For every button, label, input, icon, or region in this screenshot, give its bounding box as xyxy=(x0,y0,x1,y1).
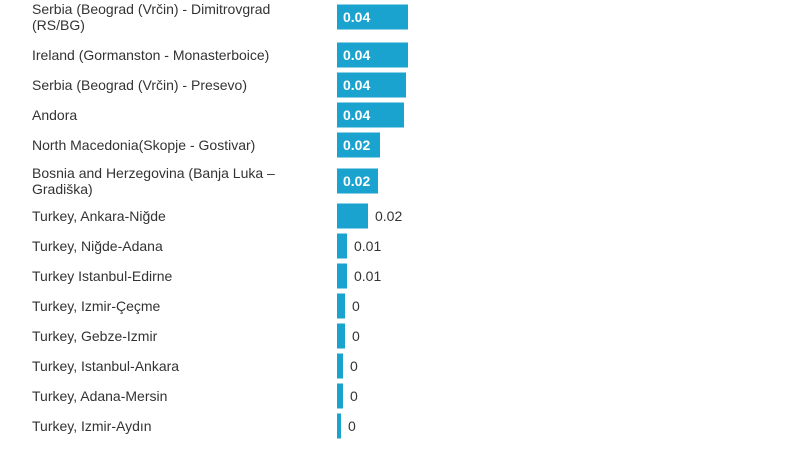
data-label: 0 xyxy=(352,328,360,344)
bar[interactable] xyxy=(337,383,343,409)
category-label: Turkey, Istanbul-Ankara xyxy=(32,358,180,374)
bar[interactable] xyxy=(337,353,343,379)
data-label: 0 xyxy=(350,388,358,404)
category-label: Andora xyxy=(32,107,78,123)
category-label: Serbia (Beograd (Vrčin) - Presevo) xyxy=(32,77,248,93)
category-label: Ireland (Gormanston - Monasterboice) xyxy=(32,47,270,63)
category-label: Turkey, Niğde-Adana xyxy=(32,238,163,254)
category-label: Serbia (Beograd (Vrčin) - Dimitrovgrad (… xyxy=(32,1,271,33)
bar[interactable] xyxy=(337,293,345,319)
bar[interactable] xyxy=(337,42,408,68)
data-label: 0.02 xyxy=(343,173,371,189)
bar[interactable] xyxy=(337,72,406,98)
category-label: Bosnia and Herzegovina (Banja Luka – Gra… xyxy=(32,165,275,197)
category-label: Turkey, Adana-Mersin xyxy=(32,388,168,404)
data-label: 0 xyxy=(352,298,360,314)
bar[interactable] xyxy=(337,4,408,30)
category-label: Turkey, Ankara-Niğde xyxy=(32,208,166,224)
data-label: 0 xyxy=(350,358,358,374)
bar[interactable] xyxy=(337,102,404,128)
data-label: 0.02 xyxy=(343,137,371,153)
bar[interactable] xyxy=(337,168,378,194)
bar[interactable] xyxy=(337,203,368,229)
data-label: 0.01 xyxy=(354,238,382,254)
category-label: Turkey, Gebze-Izmir xyxy=(32,328,158,344)
data-label: 0 xyxy=(348,418,356,434)
bar[interactable] xyxy=(337,263,347,289)
category-label: Turkey Istanbul-Edirne xyxy=(32,268,173,284)
category-label: Turkey, Izmir-Aydın xyxy=(32,418,152,434)
data-label: 0.04 xyxy=(343,77,371,93)
bar[interactable] xyxy=(337,413,341,439)
category-label: North Macedonia(Skopje - Gostivar) xyxy=(32,137,256,153)
data-label: 0.04 xyxy=(343,107,371,123)
data-label: 0.04 xyxy=(343,47,371,63)
bar[interactable] xyxy=(337,323,345,349)
data-label: 0.01 xyxy=(354,268,382,284)
category-label: Turkey, Izmir-Çeçme xyxy=(32,298,161,314)
bar[interactable] xyxy=(337,132,380,158)
data-label: 0.02 xyxy=(375,208,403,224)
bar[interactable] xyxy=(337,233,347,259)
data-label: 0.04 xyxy=(343,9,371,25)
